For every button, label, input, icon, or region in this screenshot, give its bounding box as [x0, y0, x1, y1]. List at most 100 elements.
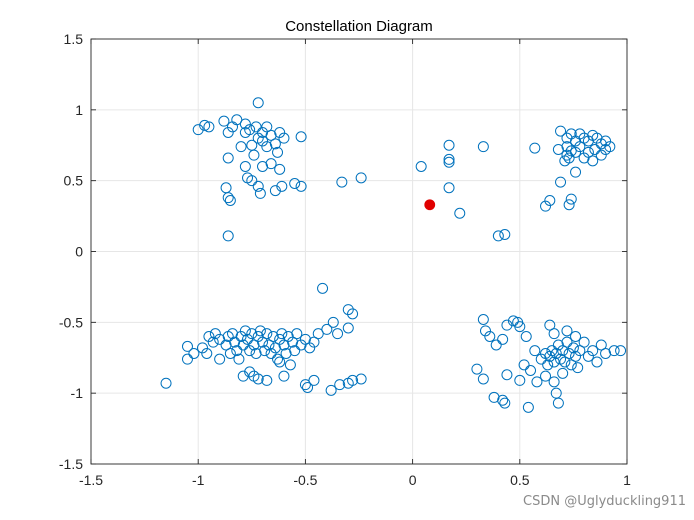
- data-point: [548, 356, 560, 368]
- data-point: [321, 323, 333, 335]
- data-point: [272, 353, 284, 365]
- data-point: [574, 345, 586, 357]
- data-point: [544, 350, 556, 362]
- data-point: [295, 131, 307, 143]
- data-point: [479, 325, 491, 337]
- data-point: [531, 376, 543, 388]
- data-point: [246, 175, 258, 187]
- data-point: [188, 348, 200, 359]
- data-point: [570, 331, 582, 342]
- x-tick-label: -1: [192, 472, 205, 488]
- x-tick-label: -1.5: [79, 472, 103, 488]
- data-point: [274, 356, 286, 368]
- data-point: [272, 146, 284, 158]
- data-point: [471, 363, 483, 375]
- data-point: [199, 119, 211, 131]
- data-point: [269, 185, 281, 197]
- data-point: [522, 401, 534, 413]
- data-point: [235, 331, 247, 342]
- data-point: [557, 345, 569, 357]
- data-point: [484, 331, 496, 342]
- data-point: [203, 121, 215, 133]
- data-point: [600, 144, 612, 155]
- data-point: [222, 127, 234, 138]
- data-point: [563, 152, 575, 164]
- data-point: [235, 141, 247, 153]
- data-point: [239, 325, 251, 337]
- watermark-text: CSDN @Uglyduckling911: [523, 494, 686, 509]
- data-point: [278, 132, 290, 144]
- y-tick-label: 0.5: [64, 173, 84, 189]
- data-point: [304, 342, 316, 354]
- data-point: [595, 149, 607, 161]
- x-tick-label: -0.5: [293, 472, 317, 488]
- data-point: [196, 342, 208, 354]
- data-point: [548, 376, 560, 388]
- data-point: [302, 382, 314, 393]
- data-point: [312, 328, 324, 340]
- data-point: [295, 180, 307, 192]
- data-point: [501, 319, 513, 331]
- y-tick-label: -1: [71, 385, 84, 401]
- data-point: [355, 172, 367, 184]
- data-point: [342, 304, 354, 316]
- data-point: [574, 128, 586, 140]
- data-point: [261, 328, 273, 340]
- data-point: [222, 192, 234, 204]
- data-point: [237, 370, 249, 382]
- data-point: [355, 373, 367, 385]
- data-point: [600, 135, 612, 147]
- data-point: [289, 178, 301, 189]
- data-point: [222, 230, 234, 242]
- data-point: [559, 356, 571, 368]
- data-point: [284, 359, 296, 371]
- data-point: [252, 132, 264, 144]
- data-point: [203, 331, 215, 342]
- data-point: [265, 348, 277, 359]
- data-point: [160, 377, 172, 389]
- data-point: [477, 373, 489, 385]
- data-point: [565, 359, 577, 371]
- axis-ticks: [90, 38, 628, 465]
- data-point: [443, 156, 455, 168]
- data-point: [237, 339, 249, 351]
- data-point: [490, 339, 502, 351]
- data-point: [276, 180, 288, 192]
- data-point: [582, 350, 594, 362]
- data-point: [254, 187, 266, 199]
- data-point: [327, 316, 339, 328]
- data-point: [263, 339, 275, 351]
- data-point: [254, 325, 266, 337]
- data-point: [257, 336, 269, 348]
- data-point: [250, 121, 262, 133]
- data-point: [570, 350, 582, 362]
- data-point: [252, 373, 264, 385]
- data-point: [557, 367, 569, 379]
- y-tick-label: -0.5: [59, 314, 83, 330]
- data-point: [567, 342, 579, 354]
- data-point: [561, 336, 573, 348]
- data-point: [265, 158, 277, 170]
- data-point: [501, 369, 513, 381]
- data-point: [252, 180, 264, 192]
- data-point: [514, 374, 526, 386]
- plot-area: [90, 38, 628, 465]
- data-point: [555, 125, 567, 137]
- data-point: [563, 199, 575, 211]
- data-point: [415, 161, 427, 172]
- data-point: [227, 121, 239, 133]
- data-point: [224, 195, 236, 206]
- data-point: [239, 127, 251, 138]
- data-point: [552, 397, 564, 409]
- y-tick-label: 0: [75, 244, 83, 260]
- data-point: [591, 356, 603, 368]
- data-points: [160, 97, 627, 413]
- data-point: [570, 166, 582, 178]
- data-point: [299, 379, 311, 391]
- data-point: [222, 152, 234, 164]
- data-point: [242, 333, 254, 345]
- data-point: [192, 124, 204, 136]
- data-point: [244, 366, 256, 378]
- data-point: [540, 200, 552, 212]
- data-point: [207, 336, 219, 348]
